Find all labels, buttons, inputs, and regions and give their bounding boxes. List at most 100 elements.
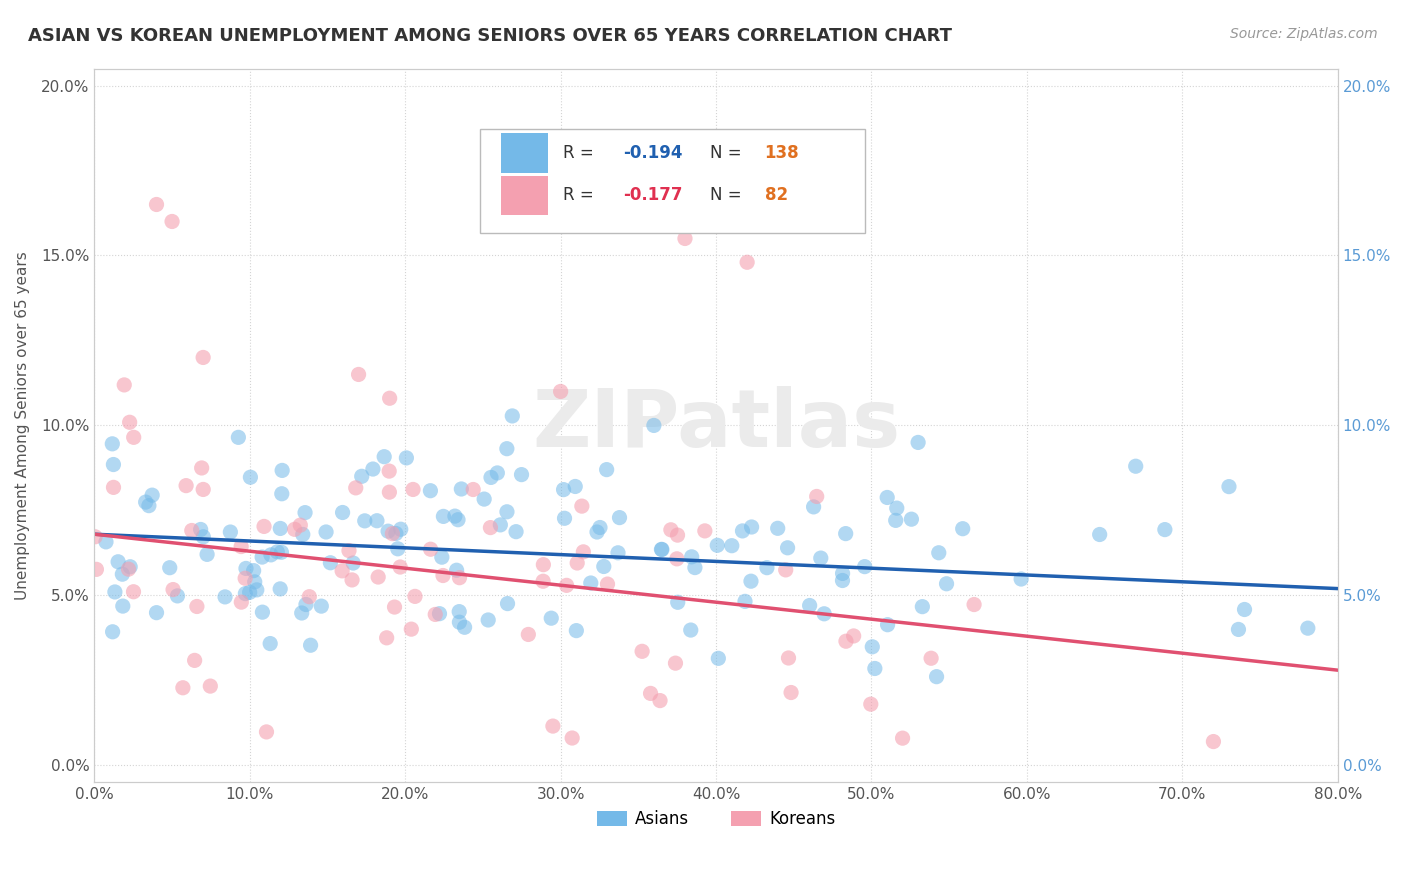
Point (340, 573, 363, 587)
Point (650, 542, 672, 557)
Point (589, 520, 612, 534)
Point (572, 545, 595, 559)
Point (101, 624, 124, 639)
Point (489, 517, 512, 532)
Point (111, 599, 134, 613)
Point (631, 644, 654, 658)
Point (366, 514, 388, 528)
Point (643, 418, 665, 433)
Point (806, 490, 828, 504)
Point (429, 607, 451, 621)
FancyBboxPatch shape (479, 129, 865, 233)
Point (120, 559, 142, 574)
Point (200, 679, 222, 693)
Point (731, 524, 754, 538)
Point (734, 594, 756, 608)
Text: 82: 82 (765, 186, 787, 204)
Point (174, 478, 197, 492)
Point (350, 469, 373, 483)
Point (651, 542, 673, 557)
Point (579, 576, 602, 591)
Point (246, 582, 269, 597)
Point (952, 522, 974, 536)
Point (138, 499, 160, 513)
Point (766, 521, 789, 535)
Point (541, 719, 564, 733)
Point (145, 197, 167, 211)
Point (778, 651, 800, 665)
Point (486, 466, 509, 480)
Point (1125, 459, 1147, 474)
Text: Source: ZipAtlas.com: Source: ZipAtlas.com (1230, 27, 1378, 41)
Point (673, 231, 696, 245)
Point (592, 559, 614, 574)
Point (693, 524, 716, 538)
Point (290, 518, 312, 533)
Point (479, 520, 502, 534)
Point (586, 524, 609, 539)
Point (1202, 734, 1225, 748)
Point (665, 551, 688, 566)
Point (449, 615, 471, 630)
Point (195, 547, 218, 561)
Point (477, 613, 499, 627)
Point (842, 629, 865, 643)
Point (935, 576, 957, 591)
Point (550, 384, 572, 399)
Point (561, 731, 583, 745)
Point (517, 627, 540, 641)
Point (859, 697, 882, 711)
Point (450, 482, 472, 496)
Text: ZIPatlas: ZIPatlas (531, 386, 900, 465)
Point (266, 545, 288, 559)
Point (242, 564, 264, 578)
Point (239, 585, 262, 599)
Point (235, 586, 257, 600)
Point (402, 483, 425, 497)
Point (112, 378, 135, 392)
Point (344, 481, 367, 495)
Point (118, 415, 141, 429)
Point (353, 514, 375, 528)
Point (269, 582, 291, 596)
Point (740, 574, 762, 589)
Point (361, 462, 384, 476)
Point (219, 524, 242, 539)
Point (810, 551, 832, 566)
Point (863, 661, 886, 675)
Point (270, 487, 292, 501)
Text: 138: 138 (765, 144, 799, 161)
Point (389, 560, 412, 574)
Point (911, 599, 934, 614)
Point (384, 600, 406, 615)
Point (253, 519, 276, 533)
Point (250, 550, 273, 565)
Point (860, 640, 883, 654)
Point (381, 526, 404, 541)
Point (640, 686, 662, 700)
Point (776, 541, 799, 555)
Point (853, 559, 876, 574)
Point (540, 611, 562, 625)
Point (86, 562, 108, 576)
Point (1296, 621, 1319, 635)
Point (741, 520, 763, 534)
Point (375, 631, 398, 645)
Point (180, 524, 202, 538)
Point (453, 620, 475, 634)
Point (1227, 623, 1250, 637)
Point (342, 556, 364, 570)
Point (755, 560, 778, 574)
Point (891, 731, 914, 746)
Point (463, 483, 485, 497)
Point (928, 546, 950, 560)
Point (565, 624, 588, 638)
Point (141, 488, 163, 502)
Point (419, 542, 441, 557)
Point (395, 450, 418, 465)
Point (299, 638, 322, 652)
Point (378, 464, 401, 478)
Point (813, 607, 835, 621)
Point (666, 528, 689, 542)
Point (298, 590, 321, 604)
